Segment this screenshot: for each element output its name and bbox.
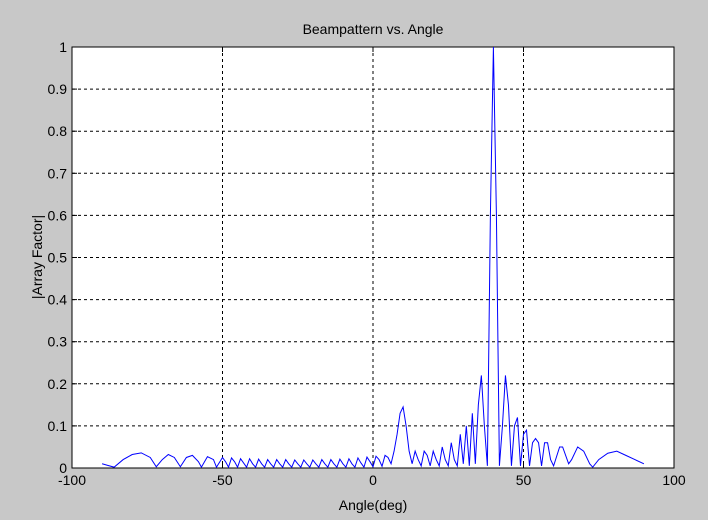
y-tick-label: 0.7 bbox=[48, 165, 68, 181]
y-tick-label: 0.9 bbox=[48, 81, 68, 97]
chart-title: Beampattern vs. Angle bbox=[303, 21, 444, 37]
x-axis-label: Angle(deg) bbox=[339, 497, 408, 513]
y-tick-label: 1 bbox=[59, 39, 67, 55]
data-line bbox=[101, 46, 645, 469]
y-tick-label: 0.3 bbox=[48, 334, 68, 350]
x-tick-label: -50 bbox=[212, 472, 232, 488]
x-tick-label: -100 bbox=[58, 472, 86, 488]
y-tick-label: 0.2 bbox=[48, 376, 68, 392]
x-tick-label: 50 bbox=[516, 472, 532, 488]
y-tick-label: 0 bbox=[59, 460, 67, 476]
y-tick-label: 0.8 bbox=[48, 123, 68, 139]
plot-frame bbox=[71, 46, 675, 469]
y-tick-label: 0.5 bbox=[48, 250, 68, 266]
x-tick-label: 100 bbox=[662, 472, 686, 488]
y-tick-label: 0.4 bbox=[48, 292, 68, 308]
y-tick-label: 0.1 bbox=[48, 418, 68, 434]
x-tick-label: 0 bbox=[369, 472, 377, 488]
y-axis-label: |Array Factor| bbox=[29, 215, 45, 299]
y-tick-label: 0.6 bbox=[48, 207, 68, 223]
